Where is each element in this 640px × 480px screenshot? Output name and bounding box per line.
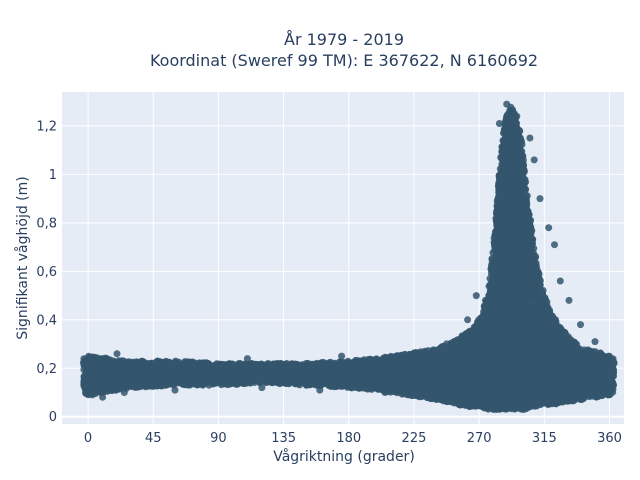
chart-title-line2: Koordinat (Sweref 99 TM): E 367622, N 61… [150, 51, 538, 70]
chart-title-line1: År 1979 - 2019 [284, 30, 404, 49]
data-points [79, 100, 618, 413]
